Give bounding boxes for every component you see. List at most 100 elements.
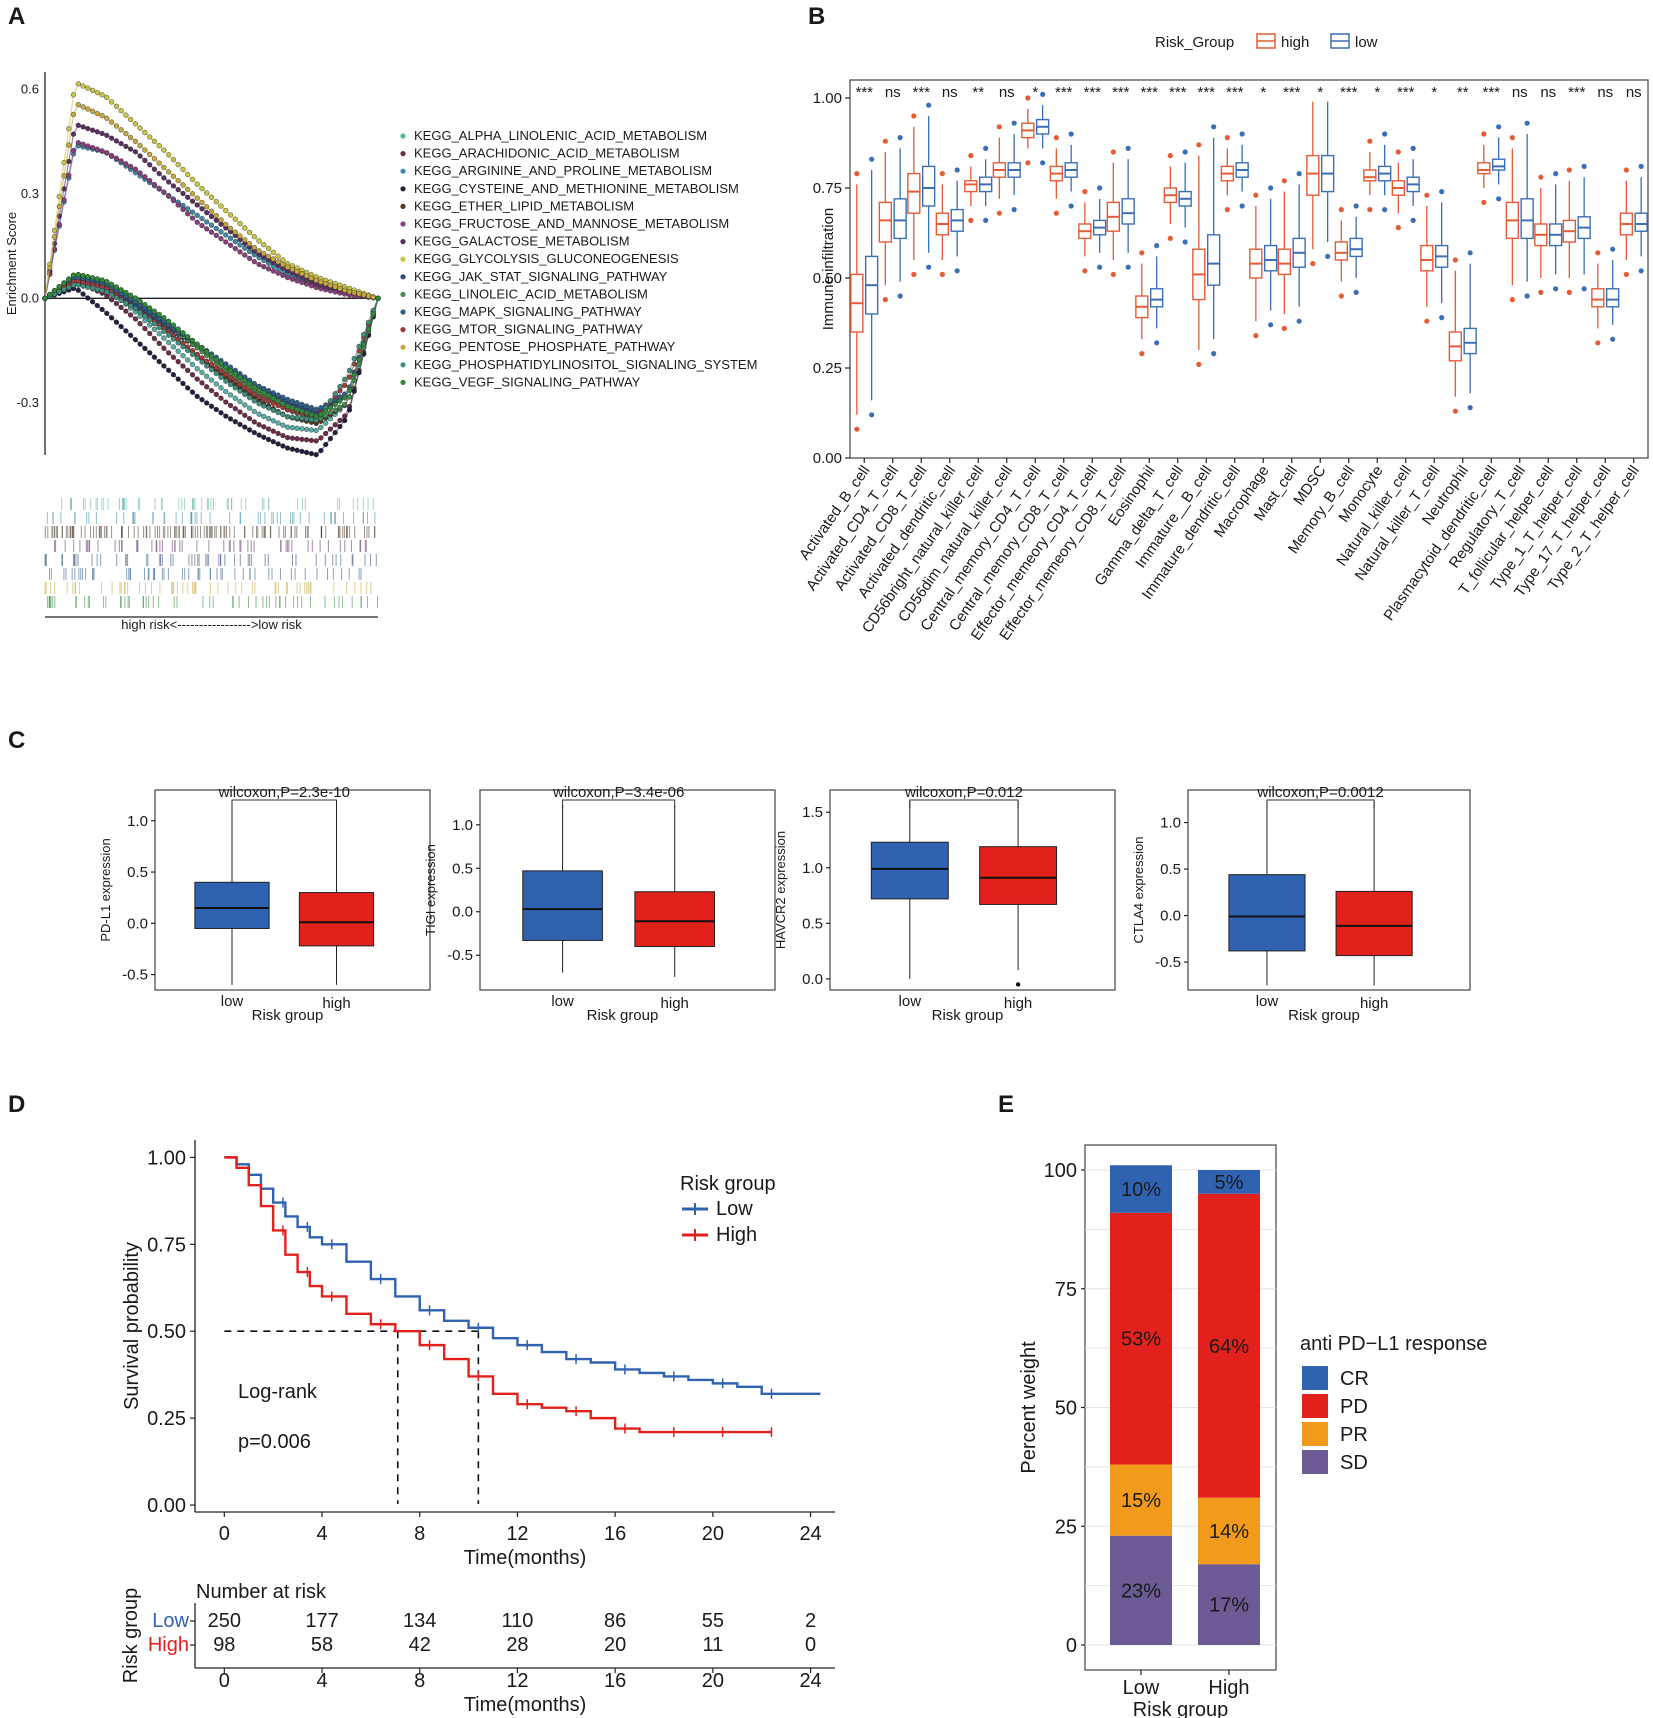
a-series-point	[327, 410, 334, 416]
a-series-point	[266, 393, 272, 399]
a-series-point	[51, 234, 58, 240]
a-series-point	[94, 146, 100, 152]
a-series-point	[289, 266, 296, 273]
a-series-point	[75, 272, 81, 278]
gsea-enrichment-plot: 0.6 0.3 0.0 -0.3 Enrichment Score KEGG_ALPHA_…	[4, 72, 757, 632]
d-risk-count: 55	[702, 1610, 724, 1632]
a-legend-label: KEGG_ETHER_LIPID_METABOLISM	[414, 198, 634, 213]
a-series-point	[142, 313, 148, 319]
a-series-12	[42, 102, 381, 301]
a-series-point	[99, 113, 105, 119]
a-series-line	[44, 273, 379, 417]
a-series-point	[313, 427, 319, 434]
a-series-point	[247, 229, 253, 236]
b-box	[1149, 288, 1164, 308]
a-series-point	[156, 359, 162, 365]
e-bar-segment-pr	[1110, 1464, 1172, 1536]
a-series-point	[232, 406, 238, 412]
b-significance-label: ***	[855, 84, 873, 101]
a-series-point	[185, 334, 191, 340]
a-series-point	[61, 287, 67, 293]
a-series-point	[123, 112, 129, 118]
c-ytick-label: -0.5	[447, 947, 473, 964]
a-series-point	[213, 217, 219, 223]
a-legend-label: KEGG_CYSTEINE_AND_METHIONINE_METABOLISM	[414, 181, 739, 196]
a-series-point	[66, 276, 72, 282]
c-ytick-label: 0.0	[1160, 908, 1181, 925]
a-series-point	[199, 206, 205, 212]
c-test-label: wilcoxon,P=0.0012	[1256, 784, 1383, 801]
b-significance-label: **	[1457, 84, 1469, 101]
d-risk-ylabel: Risk group	[120, 1588, 142, 1684]
b-box	[893, 198, 907, 240]
panel-label-e: E	[998, 1091, 1014, 1118]
a-series-point	[242, 252, 248, 258]
a-series-point	[151, 138, 158, 144]
a-series-point	[256, 248, 262, 254]
a-series-point	[208, 194, 215, 200]
a-series-point	[299, 279, 305, 286]
b-outlier	[1211, 351, 1217, 357]
e-bar-label: 23%	[1121, 1580, 1161, 1602]
a-series-point	[351, 355, 357, 362]
b-outlier	[1623, 167, 1629, 173]
b-outlier	[1338, 293, 1344, 299]
a-series-point	[80, 273, 86, 279]
d-risk-count: 58	[311, 1634, 333, 1656]
a-series-point	[299, 426, 305, 432]
b-outlier	[1367, 207, 1373, 213]
a-series-point	[189, 389, 196, 395]
a-series-point	[204, 226, 210, 232]
e-ytick-label: 25	[1055, 1516, 1077, 1538]
a-series-point	[270, 249, 276, 256]
c-ytick-label: 0.0	[802, 971, 823, 988]
a-series-point	[251, 408, 257, 415]
e-bar-segment-pd	[1110, 1212, 1172, 1465]
a-series-point	[285, 445, 291, 451]
a-series-point	[227, 212, 234, 218]
e-legend-swatch	[1302, 1366, 1328, 1390]
panel-label-a: A	[8, 3, 25, 30]
b-significance-label: *	[1431, 84, 1437, 101]
a-series-point	[251, 430, 257, 436]
e-bar-label: 10%	[1121, 1179, 1161, 1201]
a-series-point	[218, 217, 224, 223]
b-outlier	[1566, 289, 1572, 295]
a-series-point	[199, 216, 205, 222]
a-series-point	[99, 288, 105, 294]
d-risk-count: 98	[213, 1634, 235, 1656]
b-significance-label: ***	[1197, 84, 1215, 101]
a-series-point	[170, 354, 177, 360]
b-legend-label: high	[1281, 34, 1309, 51]
c-plot-frame	[829, 789, 1116, 991]
a-series-point	[80, 283, 86, 289]
a-series-point	[247, 241, 253, 247]
response-stacked-bar: 0 25 50 75 100 Percent weight 23% 15% 53% 10% Low 1…	[1018, 1144, 1487, 1718]
a-series-point	[318, 448, 324, 454]
b-box	[1477, 162, 1491, 175]
a-series-point	[356, 357, 362, 363]
c-xtick-label: high	[322, 995, 350, 1012]
a-series-point	[166, 339, 172, 346]
b-outlier	[1410, 145, 1416, 151]
a-series-point	[346, 289, 353, 295]
b-outlier	[996, 124, 1002, 130]
b-ylabel: Immune infiltration	[820, 208, 837, 331]
b-outlier	[869, 156, 875, 162]
c-box	[870, 841, 949, 900]
b-outlier	[1395, 225, 1401, 231]
a-series-point	[199, 186, 205, 192]
a-series-point	[294, 278, 300, 284]
b-outlier	[1382, 131, 1388, 137]
a-series-point	[118, 287, 124, 293]
a-series-point	[123, 300, 129, 306]
b-outlier	[1253, 192, 1259, 198]
a-series-line	[44, 82, 379, 299]
d-risk-xtick-label: 0	[219, 1670, 230, 1692]
a-series-point	[232, 378, 238, 384]
e-bar-label: 15%	[1121, 1490, 1161, 1512]
b-outlier	[1196, 142, 1202, 148]
e-bar-segment-sd	[1198, 1564, 1260, 1645]
b-outlier	[1182, 239, 1188, 245]
a-series-point	[223, 399, 229, 405]
